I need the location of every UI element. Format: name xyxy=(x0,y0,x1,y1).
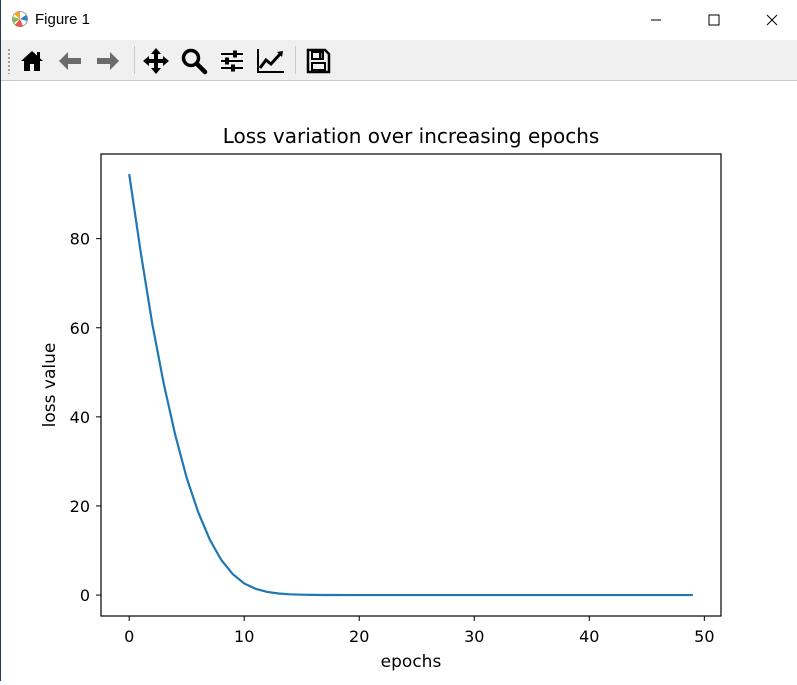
navigation-toolbar xyxy=(1,40,797,81)
maximize-icon xyxy=(708,14,720,26)
minimize-icon xyxy=(651,19,661,21)
maximize-button[interactable] xyxy=(685,0,743,40)
back-button[interactable] xyxy=(53,44,87,78)
matplotlib-app-icon xyxy=(12,11,28,27)
move-icon xyxy=(143,48,169,74)
forward-button[interactable] xyxy=(91,44,125,78)
title-bar[interactable]: Figure 1 xyxy=(1,0,797,40)
toolbar-separator xyxy=(295,46,296,74)
save-button[interactable] xyxy=(301,44,335,78)
zoom-button[interactable] xyxy=(177,44,211,78)
x-tick-label: 30 xyxy=(464,627,484,646)
back-arrow-icon xyxy=(59,52,81,70)
y-tick-label: 60 xyxy=(70,319,90,338)
x-axis: 0 10 20 30 40 50 xyxy=(124,616,715,646)
y-axis: 0 20 40 60 80 xyxy=(70,230,101,605)
forward-arrow-icon xyxy=(97,52,119,70)
x-axis-label: epochs xyxy=(381,652,442,672)
pan-button[interactable] xyxy=(139,44,173,78)
toolbar-grip[interactable] xyxy=(7,48,11,74)
close-button[interactable] xyxy=(743,0,797,40)
loss-chart: Loss variation over increasing epochs 0 2… xyxy=(40,124,722,672)
floppy-save-icon xyxy=(306,48,331,74)
minimize-button[interactable] xyxy=(627,0,685,40)
home-button[interactable] xyxy=(15,44,49,78)
toolbar-separator xyxy=(134,46,135,74)
y-tick-label: 80 xyxy=(70,230,90,249)
line-chart-icon xyxy=(257,49,284,73)
x-tick-label: 0 xyxy=(124,627,134,646)
plot-area xyxy=(100,153,722,617)
figure-canvas[interactable]: Loss variation over increasing epochs 0 2… xyxy=(1,81,797,681)
home-icon xyxy=(21,51,43,71)
sliders-icon xyxy=(221,50,243,72)
y-tick-label: 0 xyxy=(80,586,90,605)
window-edge xyxy=(0,0,1,681)
y-tick-label: 40 xyxy=(70,408,90,427)
x-tick-label: 20 xyxy=(349,627,369,646)
x-tick-label: 10 xyxy=(234,627,254,646)
window-title: Figure 1 xyxy=(35,11,91,28)
y-tick-label: 20 xyxy=(70,497,90,516)
edit-axis-button[interactable] xyxy=(253,44,287,78)
loss-series-line xyxy=(128,173,693,597)
x-tick-label: 50 xyxy=(694,627,714,646)
zoom-icon xyxy=(181,48,208,75)
chart-title: Loss variation over increasing epochs xyxy=(223,124,600,148)
x-tick-label: 40 xyxy=(579,627,599,646)
y-axis-label: loss value xyxy=(40,343,60,428)
subplots-button[interactable] xyxy=(215,44,249,78)
close-icon xyxy=(766,14,778,26)
